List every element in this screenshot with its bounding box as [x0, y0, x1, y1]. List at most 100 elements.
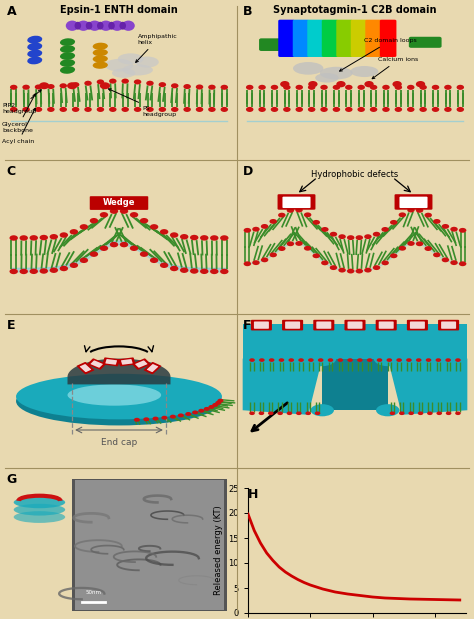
Circle shape: [22, 85, 30, 90]
Circle shape: [171, 107, 179, 112]
Circle shape: [220, 269, 228, 274]
Circle shape: [390, 220, 398, 225]
Circle shape: [407, 107, 414, 112]
Circle shape: [407, 241, 415, 246]
Ellipse shape: [374, 351, 402, 366]
Text: E: E: [7, 319, 15, 332]
Circle shape: [278, 213, 285, 217]
Circle shape: [159, 107, 166, 112]
FancyBboxPatch shape: [144, 362, 161, 374]
Ellipse shape: [320, 67, 353, 79]
Ellipse shape: [93, 43, 108, 50]
Circle shape: [321, 261, 328, 266]
Circle shape: [218, 399, 223, 402]
Circle shape: [215, 401, 221, 405]
Ellipse shape: [310, 404, 334, 417]
Text: Calcium ions: Calcium ions: [372, 57, 419, 79]
Circle shape: [70, 262, 78, 268]
Circle shape: [424, 246, 432, 251]
Circle shape: [39, 82, 49, 89]
Circle shape: [308, 107, 315, 112]
Circle shape: [437, 412, 442, 415]
FancyBboxPatch shape: [259, 38, 285, 51]
Circle shape: [252, 227, 260, 232]
FancyBboxPatch shape: [394, 194, 432, 210]
FancyBboxPatch shape: [379, 321, 394, 329]
Circle shape: [396, 358, 402, 362]
Circle shape: [120, 242, 128, 248]
Circle shape: [178, 413, 184, 417]
Circle shape: [424, 213, 432, 217]
Ellipse shape: [111, 20, 124, 31]
Circle shape: [47, 84, 55, 89]
Ellipse shape: [60, 52, 75, 60]
Circle shape: [121, 107, 129, 112]
FancyBboxPatch shape: [278, 194, 316, 210]
Circle shape: [170, 266, 178, 271]
Circle shape: [258, 107, 266, 112]
Circle shape: [278, 246, 285, 251]
Polygon shape: [243, 324, 467, 358]
Ellipse shape: [108, 22, 115, 30]
Circle shape: [130, 246, 138, 251]
Text: 50nm: 50nm: [85, 590, 101, 595]
Circle shape: [318, 358, 323, 362]
Circle shape: [427, 412, 433, 415]
FancyBboxPatch shape: [441, 321, 456, 329]
Circle shape: [220, 107, 228, 112]
Circle shape: [338, 267, 346, 272]
Circle shape: [357, 358, 363, 362]
Polygon shape: [243, 358, 322, 415]
FancyBboxPatch shape: [376, 320, 397, 331]
FancyBboxPatch shape: [91, 360, 103, 368]
FancyBboxPatch shape: [251, 320, 272, 331]
Ellipse shape: [27, 43, 42, 51]
Text: C2 domain loops: C2 domain loops: [339, 38, 417, 71]
Circle shape: [364, 234, 372, 239]
Circle shape: [249, 358, 255, 362]
Ellipse shape: [67, 384, 161, 405]
Circle shape: [170, 415, 176, 418]
Circle shape: [246, 107, 254, 112]
Circle shape: [70, 229, 78, 235]
Text: H: H: [248, 488, 258, 501]
Circle shape: [140, 251, 148, 257]
Circle shape: [159, 82, 166, 87]
Ellipse shape: [86, 22, 92, 30]
Circle shape: [295, 241, 303, 246]
Circle shape: [321, 227, 328, 232]
Circle shape: [450, 227, 458, 232]
Circle shape: [296, 412, 301, 415]
Circle shape: [295, 85, 303, 90]
Polygon shape: [67, 358, 171, 384]
Circle shape: [304, 246, 311, 251]
Circle shape: [9, 235, 18, 241]
Circle shape: [269, 358, 274, 362]
FancyBboxPatch shape: [351, 20, 367, 57]
Polygon shape: [91, 197, 147, 209]
Circle shape: [50, 234, 58, 240]
Ellipse shape: [93, 55, 108, 63]
Circle shape: [109, 107, 117, 112]
Circle shape: [210, 269, 219, 274]
FancyBboxPatch shape: [410, 321, 425, 329]
Circle shape: [444, 85, 452, 90]
Text: Wedge: Wedge: [103, 198, 135, 207]
Ellipse shape: [93, 62, 108, 69]
FancyBboxPatch shape: [345, 320, 365, 331]
Circle shape: [433, 253, 440, 258]
Circle shape: [185, 412, 191, 416]
Circle shape: [246, 85, 254, 90]
Circle shape: [134, 418, 140, 422]
Circle shape: [382, 107, 390, 112]
Circle shape: [190, 235, 199, 240]
FancyBboxPatch shape: [409, 37, 442, 48]
Circle shape: [436, 358, 441, 362]
Circle shape: [399, 212, 406, 217]
Ellipse shape: [100, 20, 112, 31]
Circle shape: [10, 107, 18, 112]
Circle shape: [143, 417, 149, 422]
Circle shape: [150, 224, 158, 230]
Circle shape: [338, 234, 346, 239]
Circle shape: [196, 107, 203, 112]
